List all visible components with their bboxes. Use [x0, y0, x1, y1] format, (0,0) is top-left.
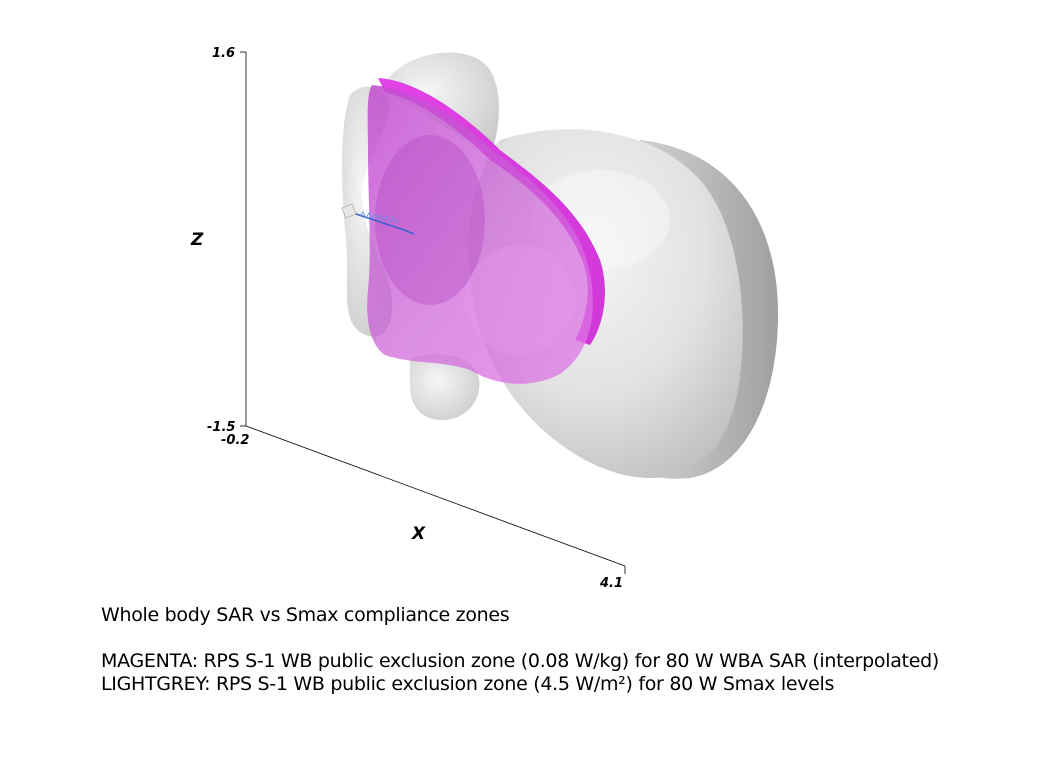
lower-back-lobe	[410, 354, 480, 421]
x-min-tick-label: -0.2	[221, 433, 249, 448]
legend-magenta: MAGENTA: RPS S-1 WB public exclusion zon…	[101, 650, 939, 672]
antenna-element-detail	[359, 211, 400, 224]
antenna-panel[interactable]	[341, 203, 415, 235]
z-axis-label: Z	[190, 230, 204, 250]
3d-scene[interactable]: 1.6 -1.5 -0.2 4.1 Z X	[0, 0, 1052, 600]
z-max-tick-label: 1.6	[212, 46, 235, 61]
sar-zone-face	[367, 85, 593, 384]
legend-lightgrey: LIGHTGREY: RPS S-1 WB public exclusion z…	[101, 673, 835, 695]
lightgrey-smax-zone[interactable]	[342, 52, 779, 479]
sar-zone-inner-light	[465, 245, 575, 355]
magenta-sar-zone[interactable]	[367, 78, 605, 384]
figure-title: Whole body SAR vs Smax compliance zones	[101, 604, 510, 626]
sar-zone-inner-shade	[375, 135, 485, 305]
x-axis-label: X	[411, 524, 426, 544]
z-min-tick-label: -1.5	[207, 420, 235, 435]
x-max-tick-label: 4.1	[599, 576, 623, 591]
axes: 1.6 -1.5 -0.2 4.1 Z X	[190, 46, 626, 591]
x-axis-line	[245, 425, 626, 567]
